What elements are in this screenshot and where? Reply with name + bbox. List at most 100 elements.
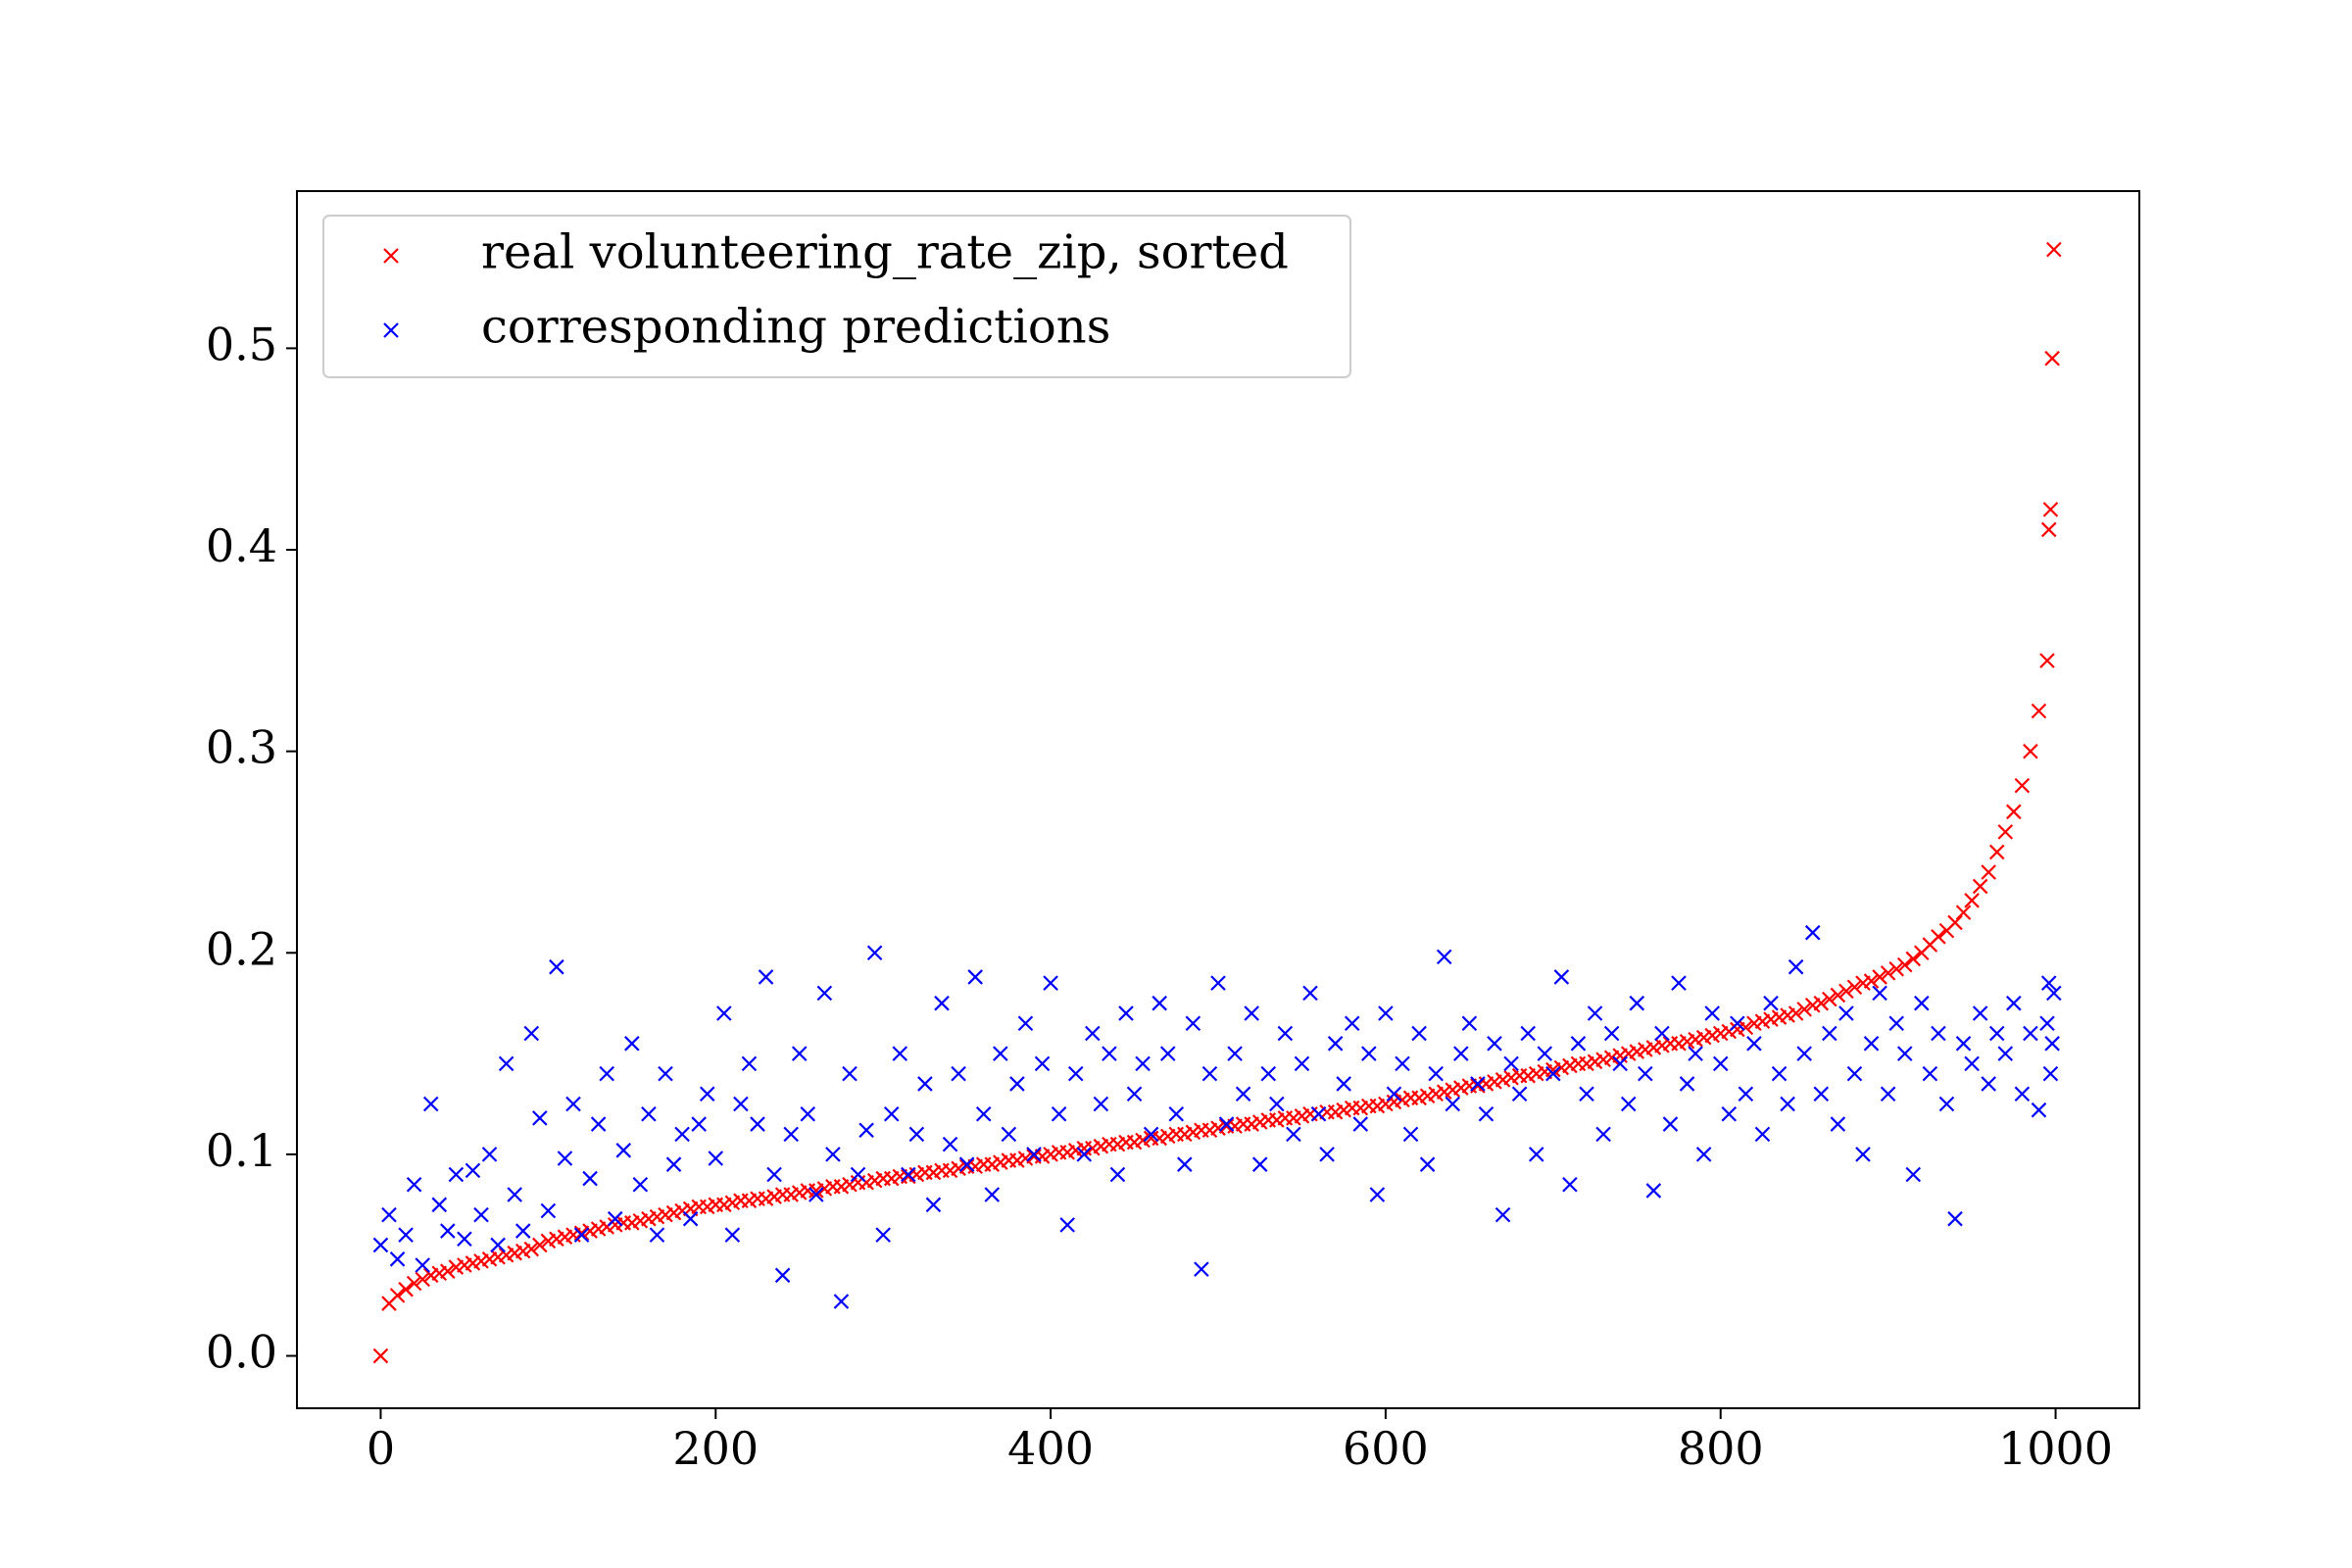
data-point <box>1135 1055 1151 1072</box>
legend-marker <box>383 248 399 264</box>
y-tick-label: 0.5 <box>206 318 277 370</box>
data-point <box>1260 1065 1277 1082</box>
data-point <box>1905 1166 1922 1183</box>
data-point <box>1846 1065 1863 1082</box>
data-point <box>1386 1086 1402 1102</box>
data-point <box>448 1166 465 1183</box>
data-point <box>1738 1086 1754 1102</box>
data-point <box>1109 1166 1126 1183</box>
data-point <box>1085 1025 1101 1042</box>
data-point <box>2039 1015 2055 1032</box>
data-point <box>457 1231 472 1248</box>
data-point <box>1294 1055 1310 1072</box>
y-tick-label: 0.1 <box>206 1124 277 1177</box>
data-point <box>1813 1086 1830 1102</box>
data-point <box>590 1116 607 1132</box>
data-point <box>951 1065 966 1082</box>
data-point <box>422 1096 439 1112</box>
data-point <box>1896 956 1913 973</box>
data-point <box>858 1122 874 1139</box>
data-point <box>1461 1015 1478 1032</box>
y-tick-label: 0.2 <box>206 922 277 975</box>
data-point <box>1286 1126 1301 1143</box>
data-point <box>1152 995 1167 1011</box>
data-point <box>1947 914 1963 931</box>
data-point <box>1888 960 1904 977</box>
data-point <box>774 1267 791 1284</box>
data-point <box>1838 983 1854 1000</box>
data-point <box>1579 1086 1594 1102</box>
data-point <box>1051 1106 1067 1122</box>
data-point <box>1402 1126 1419 1143</box>
data-point <box>975 1106 992 1122</box>
data-point <box>1721 1106 1738 1122</box>
data-point <box>1997 824 2014 840</box>
data-point <box>532 1237 548 1253</box>
data-point <box>1126 1086 1143 1102</box>
data-point <box>708 1151 724 1166</box>
data-point <box>1830 1116 1846 1132</box>
data-point <box>1938 1096 1955 1112</box>
data-point <box>2040 975 2057 991</box>
data-point <box>1964 1055 1980 1072</box>
data-point <box>682 1210 699 1227</box>
data-point <box>1428 1065 1444 1082</box>
data-point <box>1352 1116 1369 1132</box>
data-point <box>1159 1046 1176 1061</box>
data-point <box>1872 985 1887 1002</box>
data-point <box>766 1166 782 1183</box>
data-point <box>532 1110 548 1126</box>
data-point <box>750 1116 765 1132</box>
data-point <box>1185 1015 1201 1032</box>
data-point <box>758 969 774 985</box>
data-point <box>1905 951 1922 967</box>
data-point <box>1445 1096 1461 1112</box>
data-point <box>406 1176 422 1193</box>
data-point <box>1947 1210 1963 1227</box>
data-point <box>2044 350 2060 367</box>
data-point <box>833 1294 850 1309</box>
data-point <box>658 1065 673 1082</box>
data-point <box>716 1005 732 1021</box>
data-point <box>1838 1005 1854 1021</box>
data-point <box>440 1263 456 1279</box>
data-point <box>549 958 564 975</box>
y-tick-label: 0.0 <box>206 1326 277 1379</box>
data-point <box>1830 987 1846 1004</box>
data-point <box>892 1046 908 1061</box>
data-point <box>1754 1126 1771 1143</box>
data-point <box>1093 1096 1109 1112</box>
data-point <box>1981 1076 1996 1092</box>
data-point <box>1988 1025 2005 1042</box>
data-point <box>481 1147 498 1162</box>
data-point <box>573 1227 590 1243</box>
data-point <box>800 1106 816 1122</box>
plot-frame <box>296 190 2140 1409</box>
x-tick-label: 0 <box>367 1422 395 1475</box>
data-point <box>1269 1096 1285 1112</box>
data-point <box>1763 995 1779 1011</box>
data-point <box>1194 1261 1209 1277</box>
data-point <box>2023 1025 2038 1042</box>
data-point <box>1251 1156 1268 1172</box>
data-point <box>993 1046 1008 1061</box>
data-point <box>372 1237 389 1253</box>
data-point <box>1671 975 1687 991</box>
data-point <box>1378 1005 1394 1021</box>
data-point <box>1043 975 1058 991</box>
legend-label: corresponding predictions <box>481 300 1110 355</box>
data-point <box>1453 1046 1469 1061</box>
data-point <box>398 1227 414 1243</box>
data-point <box>875 1227 891 1243</box>
data-point <box>1796 1046 1812 1061</box>
data-point <box>1327 1036 1344 1052</box>
data-point <box>1395 1055 1410 1072</box>
data-point <box>1302 985 1318 1002</box>
data-point <box>1629 995 1645 1011</box>
data-point <box>1344 1015 1360 1032</box>
data-point <box>1419 1156 1436 1172</box>
data-point <box>724 1227 741 1243</box>
data-point <box>1102 1046 1117 1061</box>
